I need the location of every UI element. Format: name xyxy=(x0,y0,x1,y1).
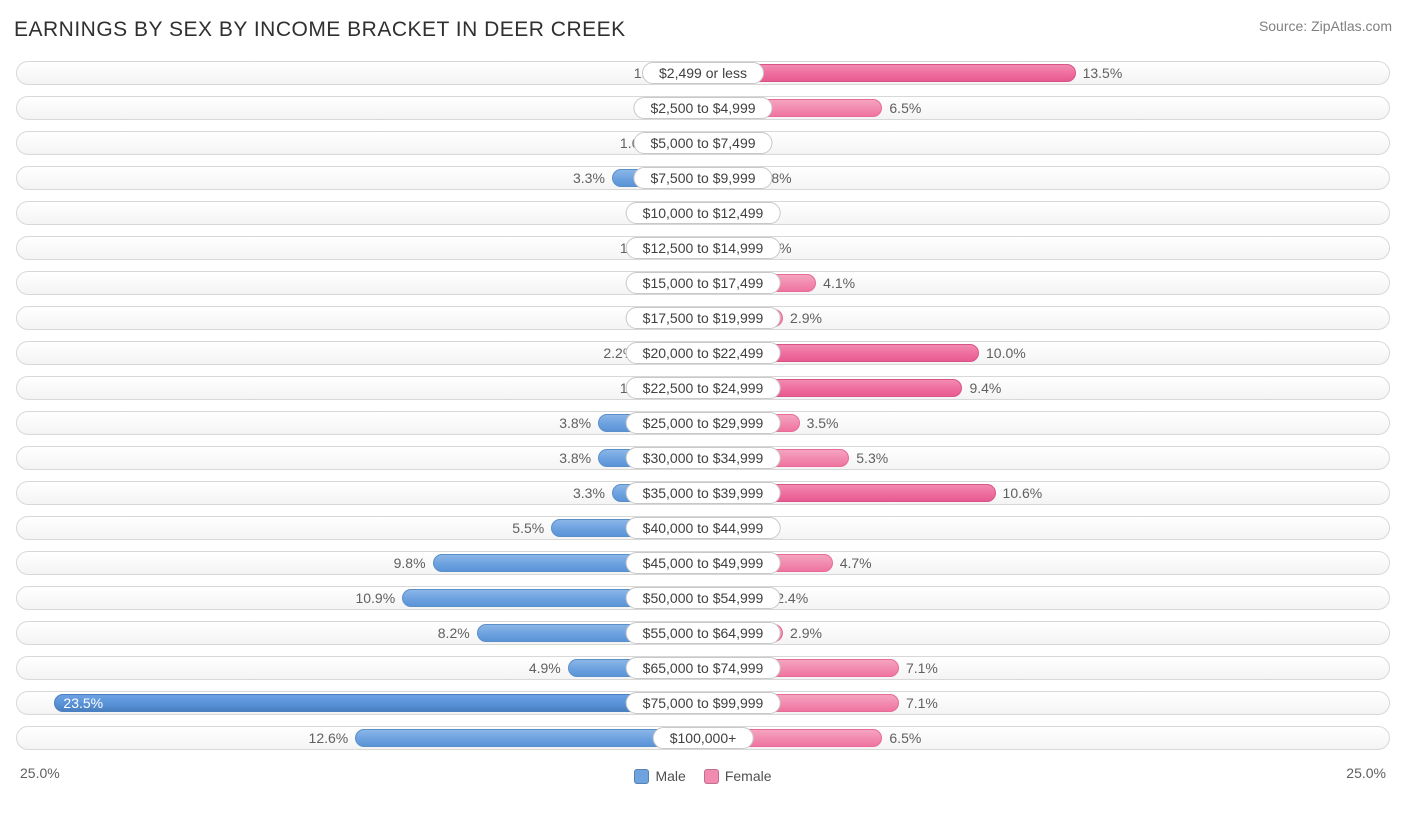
chart-row: 1.1%0.0%$10,000 to $12,499 xyxy=(12,196,1394,230)
chart-row: 3.3%1.8%$7,500 to $9,999 xyxy=(12,161,1394,195)
male-pct-label: 10.9% xyxy=(355,590,395,606)
male-pct-label: 3.8% xyxy=(559,450,591,466)
bracket-label: $65,000 to $74,999 xyxy=(626,657,781,679)
chart-row: 1.1%6.5%$2,500 to $4,999 xyxy=(12,91,1394,125)
bracket-label: $5,000 to $7,499 xyxy=(633,132,772,154)
chart-row: 4.9% 7.1% $65,000 to $74,999 xyxy=(12,651,1394,685)
female-pct-label: 5.3% xyxy=(856,450,888,466)
bracket-label: $10,000 to $12,499 xyxy=(626,202,781,224)
female-pct-label: 4.7% xyxy=(840,555,872,571)
female-pct-label: 2.4% xyxy=(776,590,808,606)
female-swatch xyxy=(704,769,719,784)
bracket-label: $17,500 to $19,999 xyxy=(626,307,781,329)
chart-footer: 25.0% Male Female 25.0% xyxy=(10,761,1396,791)
chart-area: 1.1%13.5%$2,499 or less1.1%6.5%$2,500 to… xyxy=(10,56,1396,755)
legend-female-label: Female xyxy=(725,768,772,784)
chart-row: 1.6%9.4%$22,500 to $24,999 xyxy=(12,371,1394,405)
chart-row: 0.0%2.9%$17,500 to $19,999 xyxy=(12,301,1394,335)
chart-row: 5.5%0.0%$40,000 to $44,999 xyxy=(12,511,1394,545)
chart-row: 12.6% 6.5% $100,000+ xyxy=(12,721,1394,755)
chart-row: 1.6%0.0%$5,000 to $7,499 xyxy=(12,126,1394,160)
female-pct-label: 6.5% xyxy=(889,100,921,116)
female-pct-label: 7.1% xyxy=(906,695,938,711)
source-attribution: Source: ZipAtlas.com xyxy=(1259,18,1392,34)
bracket-label: $100,000+ xyxy=(653,727,754,749)
chart-row: 0.0%4.1%$15,000 to $17,499 xyxy=(12,266,1394,300)
bracket-label: $7,500 to $9,999 xyxy=(633,167,772,189)
male-bar: 23.5% xyxy=(54,694,703,712)
bracket-label: $55,000 to $64,999 xyxy=(626,622,781,644)
legend-item-male: Male xyxy=(634,768,685,784)
bracket-label: $20,000 to $22,499 xyxy=(626,342,781,364)
female-pct-label: 10.6% xyxy=(1003,485,1043,501)
chart-row: 1.1%13.5%$2,499 or less xyxy=(12,56,1394,90)
chart-title: EARNINGS BY SEX BY INCOME BRACKET IN DEE… xyxy=(14,18,626,42)
chart-row: 1.6%1.8%$12,500 to $14,999 xyxy=(12,231,1394,265)
chart-row: 3.3% 10.6% $35,000 to $39,999 xyxy=(12,476,1394,510)
female-pct-label: 10.0% xyxy=(986,345,1026,361)
bracket-label: $15,000 to $17,499 xyxy=(626,272,781,294)
male-swatch xyxy=(634,769,649,784)
legend-male-label: Male xyxy=(655,768,685,784)
male-pct-label: 5.5% xyxy=(512,520,544,536)
chart-row: 2.2%10.0%$20,000 to $22,499 xyxy=(12,336,1394,370)
male-pct-label: 23.5% xyxy=(63,695,103,711)
chart-row: 10.9% 2.4%$50,000 to $54,999 xyxy=(12,581,1394,615)
male-bar: 12.6% xyxy=(355,729,703,747)
bracket-label: $35,000 to $39,999 xyxy=(626,482,781,504)
male-pct-label: 4.9% xyxy=(529,660,561,676)
axis-max-right: 25.0% xyxy=(1346,765,1386,781)
bracket-label: $2,499 or less xyxy=(642,62,764,84)
chart-row: 8.2% 2.9% $55,000 to $64,999 xyxy=(12,616,1394,650)
bracket-label: $25,000 to $29,999 xyxy=(626,412,781,434)
female-pct-label: 4.1% xyxy=(823,275,855,291)
female-pct-label: 2.9% xyxy=(790,310,822,326)
female-pct-label: 9.4% xyxy=(969,380,1001,396)
axis-max-left: 25.0% xyxy=(20,765,60,781)
chart-row: 9.8% 4.7% $45,000 to $49,999 xyxy=(12,546,1394,580)
chart-row: 23.5% 7.1% $75,000 to $99,999 xyxy=(12,686,1394,720)
bracket-label: $2,500 to $4,999 xyxy=(633,97,772,119)
male-pct-label: 3.8% xyxy=(559,415,591,431)
male-pct-label: 3.3% xyxy=(573,485,605,501)
bracket-label: $50,000 to $54,999 xyxy=(626,587,781,609)
male-pct-label: 9.8% xyxy=(394,555,426,571)
legend: Male Female xyxy=(634,768,771,784)
chart-row: 3.8% 5.3% $30,000 to $34,999 xyxy=(12,441,1394,475)
female-pct-label: 6.5% xyxy=(889,730,921,746)
male-pct-label: 8.2% xyxy=(438,625,470,641)
bracket-label: $12,500 to $14,999 xyxy=(626,237,781,259)
female-pct-label: 13.5% xyxy=(1083,65,1123,81)
chart-row: 3.8% 3.5% $25,000 to $29,999 xyxy=(12,406,1394,440)
male-pct-label: 3.3% xyxy=(573,170,605,186)
bracket-label: $45,000 to $49,999 xyxy=(626,552,781,574)
male-pct-label: 12.6% xyxy=(309,730,349,746)
female-pct-label: 3.5% xyxy=(807,415,839,431)
bracket-label: $22,500 to $24,999 xyxy=(626,377,781,399)
female-pct-label: 2.9% xyxy=(790,625,822,641)
female-pct-label: 7.1% xyxy=(906,660,938,676)
bracket-label: $30,000 to $34,999 xyxy=(626,447,781,469)
bracket-label: $75,000 to $99,999 xyxy=(626,692,781,714)
bracket-label: $40,000 to $44,999 xyxy=(626,517,781,539)
legend-item-female: Female xyxy=(704,768,772,784)
